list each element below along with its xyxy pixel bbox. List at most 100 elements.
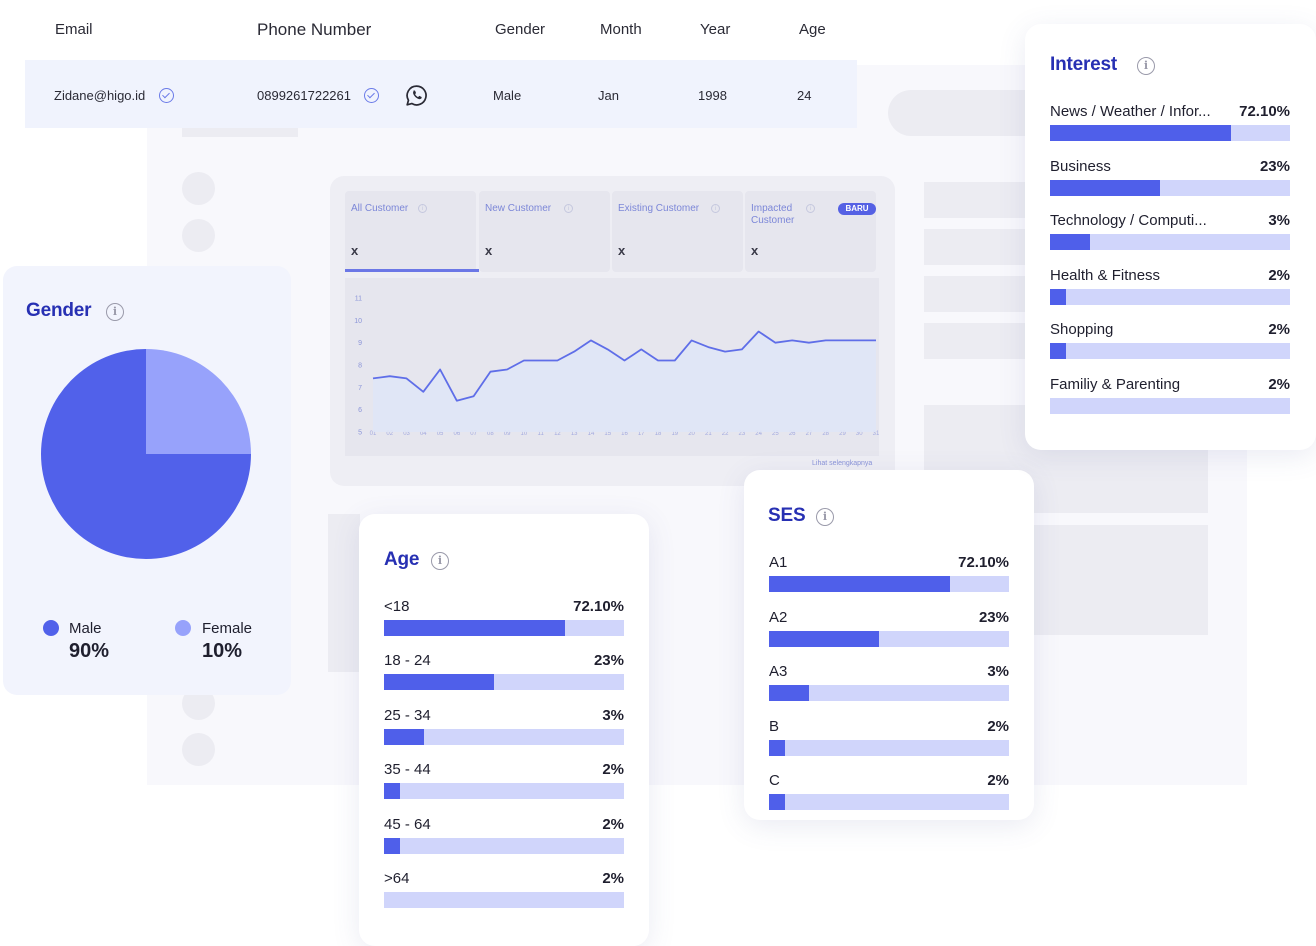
tab-value: x bbox=[618, 243, 626, 258]
info-icon[interactable]: i bbox=[1137, 57, 1155, 75]
x-tick-label: 04 bbox=[420, 431, 427, 437]
cell-gender: Male bbox=[493, 88, 522, 103]
ses-bar-fill bbox=[769, 576, 950, 592]
age-label: 35 - 44 bbox=[384, 761, 431, 779]
info-icon[interactable]: i bbox=[816, 508, 834, 526]
male-legend-dot bbox=[43, 620, 59, 636]
line-chart-fill bbox=[373, 331, 876, 432]
age-bar-track bbox=[384, 674, 624, 691]
interest-bar-fill bbox=[1050, 343, 1066, 359]
whatsapp-icon[interactable] bbox=[405, 84, 428, 107]
age-percentage: 2% bbox=[602, 870, 624, 887]
info-icon[interactable]: i bbox=[431, 552, 449, 570]
line-chart-area: 5 6 7 8 9 10 11 01 02 03 04 05 06 07 08 09 10 11 12 13 14 15 1… bbox=[345, 278, 880, 456]
age-title: Age bbox=[384, 549, 420, 570]
tab-label: All Customer bbox=[351, 203, 409, 214]
y-tick-label: 9 bbox=[358, 340, 362, 347]
ses-label: A1 bbox=[769, 554, 788, 571]
interest-label: News / Weather / Infor... bbox=[1050, 103, 1211, 120]
tab-label: Impacted Customer bbox=[751, 203, 795, 226]
x-tick-label: 13 bbox=[571, 431, 578, 437]
table-row[interactable] bbox=[25, 60, 857, 128]
x-tick-label: 24 bbox=[755, 431, 762, 437]
x-tick-label: 14 bbox=[588, 431, 595, 437]
x-tick-label: 23 bbox=[739, 431, 746, 437]
x-tick-label: 12 bbox=[554, 431, 561, 437]
see-more-link[interactable]: Lihat selengkapnya bbox=[812, 460, 873, 467]
ses-percentage: 2% bbox=[987, 772, 1009, 789]
ses-card: SES i A1 72.10% A2 23% A3 3% B 2% C 2% bbox=[744, 470, 1034, 820]
background-block bbox=[924, 276, 1026, 312]
y-tick-label: 7 bbox=[358, 385, 362, 392]
ses-label: A3 bbox=[769, 663, 788, 680]
background-block bbox=[1034, 525, 1208, 635]
interest-percentage: 72.10% bbox=[1239, 103, 1290, 120]
column-header-phone: Phone Number bbox=[257, 20, 372, 39]
interest-card: Interest i News / Weather / Infor... 72.1… bbox=[1025, 24, 1316, 450]
ses-percentage: 72.10% bbox=[958, 554, 1009, 571]
x-tick-label: 31 bbox=[873, 431, 879, 437]
age-bar-track bbox=[384, 783, 624, 800]
gender-title: Gender bbox=[26, 300, 92, 321]
x-tick-label: 27 bbox=[806, 431, 813, 437]
age-label: 25 - 34 bbox=[384, 706, 431, 724]
tab-value: x bbox=[351, 243, 359, 258]
x-tick-label: 07 bbox=[470, 431, 477, 437]
age-percentage: 2% bbox=[602, 761, 624, 779]
male-slice bbox=[41, 349, 251, 559]
age-bar-track bbox=[384, 728, 624, 745]
column-header-email: Email bbox=[55, 21, 93, 38]
x-tick-label: 03 bbox=[403, 431, 410, 437]
interest-bar-track bbox=[1050, 179, 1290, 196]
age-bar-track bbox=[384, 620, 624, 636]
interest-percentage: 23% bbox=[1259, 157, 1290, 175]
x-tick-label: 29 bbox=[839, 431, 846, 437]
age-bar-fill bbox=[384, 783, 400, 800]
y-tick-label: 5 bbox=[358, 430, 362, 437]
x-tick-label: 20 bbox=[688, 431, 695, 437]
age-percentage: 2% bbox=[602, 815, 624, 833]
background-nav-dot bbox=[182, 172, 215, 205]
interest-bar-track bbox=[1050, 125, 1290, 141]
column-header-year: Year bbox=[700, 21, 731, 38]
x-tick-label: 05 bbox=[437, 431, 444, 437]
x-tick-label: 01 bbox=[370, 431, 377, 437]
y-tick-label: 10 bbox=[354, 318, 362, 325]
female-legend-dot bbox=[175, 620, 191, 636]
background-placeholder-line bbox=[182, 128, 298, 137]
age-bar-track bbox=[384, 837, 624, 854]
info-icon[interactable]: i bbox=[106, 303, 124, 321]
ses-label: A2 bbox=[769, 608, 788, 626]
x-tick-label: 25 bbox=[772, 431, 779, 437]
x-tick-label: 09 bbox=[504, 431, 511, 437]
line-chart: 5 6 7 8 9 10 11 01 02 03 04 05 06 07 08 09 10 11 12 13 14 15 1… bbox=[354, 296, 880, 438]
interest-bar-track bbox=[1050, 234, 1290, 250]
x-tick-label: 22 bbox=[722, 431, 729, 437]
ses-bar-track bbox=[769, 576, 1009, 592]
new-badge: BARU bbox=[838, 203, 876, 215]
x-tick-label: 26 bbox=[789, 431, 796, 437]
x-tick-label: 02 bbox=[386, 431, 393, 437]
table-header: Email Phone Number Gender Month Year Age bbox=[25, 0, 857, 60]
interest-bar-fill bbox=[1050, 234, 1090, 250]
age-percentage: 3% bbox=[602, 706, 624, 724]
x-tick-label: 19 bbox=[671, 431, 678, 437]
customer-table: Email Phone Number Gender Month Year Age bbox=[25, 0, 857, 128]
tab-existing-customer[interactable] bbox=[612, 191, 743, 272]
tab-all-customer[interactable] bbox=[345, 191, 476, 272]
interest-percentage: 2% bbox=[1268, 321, 1290, 338]
x-tick-label: 18 bbox=[655, 431, 662, 437]
ses-bar-fill bbox=[769, 739, 785, 756]
active-tab-indicator bbox=[345, 269, 479, 272]
x-tick-label: 28 bbox=[822, 431, 829, 437]
tab-new-customer[interactable] bbox=[479, 191, 610, 272]
background-block bbox=[328, 514, 360, 672]
tab-label: New Customer bbox=[485, 203, 552, 214]
tab-value: x bbox=[751, 243, 759, 258]
ses-bar-fill bbox=[769, 630, 879, 647]
tab-value: x bbox=[485, 243, 493, 258]
interest-percentage: 2% bbox=[1268, 266, 1290, 284]
age-label: 45 - 64 bbox=[384, 815, 431, 833]
y-tick-label: 11 bbox=[355, 296, 362, 303]
interest-bar-fill bbox=[1050, 125, 1231, 141]
